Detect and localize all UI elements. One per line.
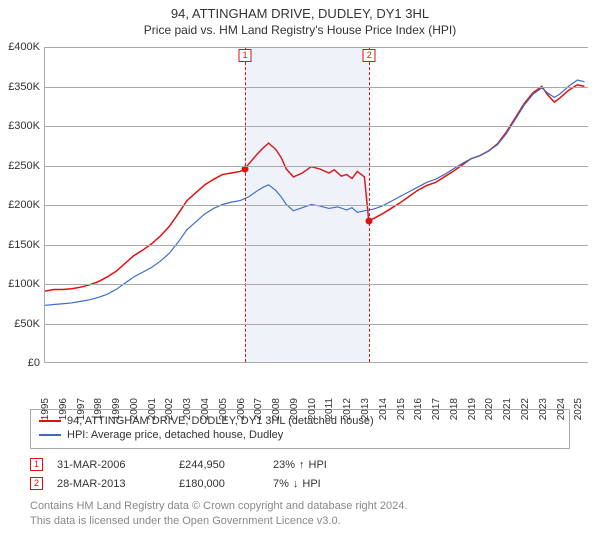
sale-price: £244,950 bbox=[179, 459, 259, 471]
x-tick-label: 1998 bbox=[93, 398, 104, 428]
grid-line bbox=[44, 324, 588, 325]
chart-area: 1 2 £0 £50K £100K £150K £200K £250K £300K £350K £… bbox=[0, 39, 600, 409]
x-tick-label: 2022 bbox=[520, 398, 531, 428]
x-tick-label: 2009 bbox=[289, 398, 300, 428]
x-tick-label: 2001 bbox=[147, 398, 158, 428]
x-tick-label: 2018 bbox=[449, 398, 460, 428]
x-tick-label: 2013 bbox=[360, 398, 371, 428]
sale-diff: 23% ↑ HPI bbox=[273, 459, 327, 471]
x-tick-label: 2006 bbox=[236, 398, 247, 428]
x-tick-label: 1997 bbox=[76, 398, 87, 428]
sale-diff-pct: 23% bbox=[273, 459, 295, 471]
y-tick-label: £300K bbox=[0, 120, 40, 132]
y-tick-label: £250K bbox=[0, 160, 40, 172]
sale-price: £180,000 bbox=[179, 478, 259, 490]
x-tick-label: 2004 bbox=[200, 398, 211, 428]
sale-row-marker: 2 bbox=[30, 477, 43, 490]
x-tick-label: 2008 bbox=[271, 398, 282, 428]
y-tick-label: £50K bbox=[0, 318, 40, 330]
x-tick-label: 2021 bbox=[502, 398, 513, 428]
y-tick-label: £200K bbox=[0, 199, 40, 211]
chart-subtitle: Price paid vs. HM Land Registry's House … bbox=[0, 23, 600, 37]
y-tick-label: £0 bbox=[0, 357, 40, 369]
sale-point bbox=[242, 166, 249, 173]
legend-label: HPI: Average price, detached house, Dudl… bbox=[67, 429, 283, 441]
sales-table: 1 31-MAR-2006 £244,950 23% ↑ HPI 2 28-MAR-2013 £… bbox=[30, 455, 570, 493]
x-tick-label: 2014 bbox=[378, 398, 389, 428]
grid-line bbox=[44, 284, 588, 285]
x-tick-label: 2024 bbox=[556, 398, 567, 428]
chart-container: 94, ATTINGHAM DRIVE, DUDLEY, DY1 3HL Pri… bbox=[0, 0, 600, 560]
legend-swatch bbox=[39, 434, 61, 436]
x-tick-label: 2011 bbox=[324, 398, 335, 428]
legend-item: HPI: Average price, detached house, Dudl… bbox=[39, 428, 561, 442]
x-tick-label: 2012 bbox=[342, 398, 353, 428]
grid-line bbox=[44, 87, 588, 88]
arrow-up-icon: ↑ bbox=[299, 459, 305, 471]
y-tick-label: £150K bbox=[0, 239, 40, 251]
sale-row: 1 31-MAR-2006 £244,950 23% ↑ HPI bbox=[30, 455, 570, 474]
x-tick-label: 1999 bbox=[111, 398, 122, 428]
x-tick-label: 2025 bbox=[573, 398, 584, 428]
sale-diff-vs: HPI bbox=[302, 478, 320, 490]
x-tick-label: 2016 bbox=[413, 398, 424, 428]
sale-row-marker: 1 bbox=[30, 458, 43, 471]
attribution-line: This data is licensed under the Open Gov… bbox=[30, 514, 570, 529]
x-tick-label: 2007 bbox=[253, 398, 264, 428]
attribution-line: Contains HM Land Registry data © Crown c… bbox=[30, 499, 570, 514]
x-tick-label: 2023 bbox=[538, 398, 549, 428]
y-tick-label: £100K bbox=[0, 278, 40, 290]
x-tick-label: 2019 bbox=[467, 398, 478, 428]
sale-point bbox=[366, 217, 373, 224]
sale-date: 28-MAR-2013 bbox=[57, 478, 165, 490]
sale-diff-vs: HPI bbox=[309, 459, 327, 471]
attribution: Contains HM Land Registry data © Crown c… bbox=[30, 499, 570, 529]
x-tick-label: 2020 bbox=[484, 398, 495, 428]
sale-marker-label: 1 bbox=[239, 49, 252, 62]
grid-line bbox=[44, 245, 588, 246]
y-tick-label: £400K bbox=[0, 41, 40, 53]
y-tick-label: £350K bbox=[0, 81, 40, 93]
grid-line bbox=[44, 166, 588, 167]
grid-line bbox=[44, 205, 588, 206]
sale-date: 31-MAR-2006 bbox=[57, 459, 165, 471]
x-tick-label: 2002 bbox=[164, 398, 175, 428]
sale-row: 2 28-MAR-2013 £180,000 7% ↓HPI bbox=[30, 474, 570, 493]
x-tick-label: 2015 bbox=[396, 398, 407, 428]
x-tick-label: 2003 bbox=[182, 398, 193, 428]
x-tick-label: 1995 bbox=[40, 398, 51, 428]
x-tick-label: 2017 bbox=[431, 398, 442, 428]
arrow-down-icon: ↓ bbox=[293, 478, 299, 490]
sale-marker-label: 2 bbox=[363, 49, 376, 62]
grid-line bbox=[44, 126, 588, 127]
sale-diff: 7% ↓HPI bbox=[273, 478, 321, 490]
grid-line bbox=[44, 47, 588, 48]
chart-title: 94, ATTINGHAM DRIVE, DUDLEY, DY1 3HL bbox=[0, 6, 600, 21]
title-block: 94, ATTINGHAM DRIVE, DUDLEY, DY1 3HL Pri… bbox=[0, 0, 600, 39]
x-tick-label: 2000 bbox=[129, 398, 140, 428]
sale-diff-pct: 7% bbox=[273, 478, 289, 490]
x-tick-label: 2005 bbox=[218, 398, 229, 428]
x-tick-label: 1996 bbox=[58, 398, 69, 428]
x-tick-label: 2010 bbox=[307, 398, 318, 428]
